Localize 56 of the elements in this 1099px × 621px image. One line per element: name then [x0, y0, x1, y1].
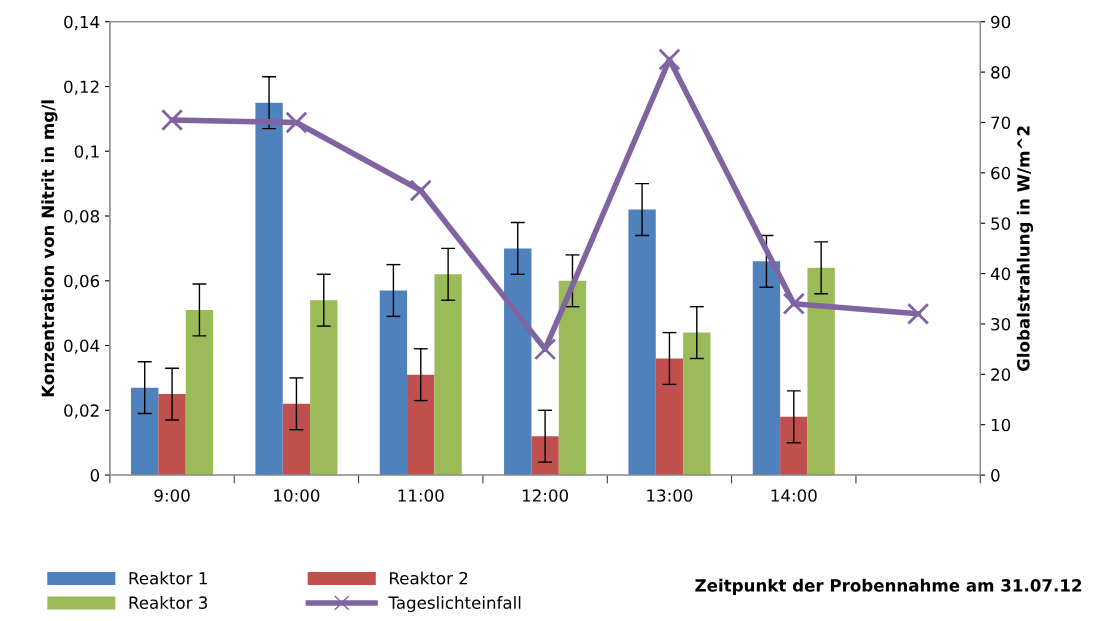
legend-label: Reaktor 2: [390, 571, 468, 585]
bar: [434, 274, 462, 476]
y-tick-label: 0,1: [74, 145, 99, 160]
y2-tick-label: 50: [991, 217, 1011, 230]
bar: [531, 436, 559, 476]
y2-tick-label: 60: [991, 166, 1011, 180]
y2-tick-label: 40: [990, 267, 1011, 281]
bar: [255, 102, 283, 476]
y2-tick-label: 10: [991, 418, 1011, 432]
y2-tick-label: 0: [991, 469, 1000, 482]
y2-tick-label: 70: [991, 116, 1011, 130]
bar: [131, 387, 159, 476]
bar: [282, 403, 311, 476]
y-tick-label: 0: [90, 469, 100, 482]
y2-tick-label: 30: [991, 317, 1011, 331]
bar: [807, 267, 835, 476]
point: [285, 111, 308, 134]
bar: [310, 300, 338, 476]
y-tick-label: 0,06: [64, 274, 100, 290]
point: [533, 338, 557, 361]
legend-label: Reaktor 1: [129, 571, 207, 585]
bar: [780, 416, 808, 476]
y2-tick-label: 90: [991, 15, 1011, 29]
x-axis-title: Zeitpunkt der Probennahme am 31.07.12: [695, 578, 1082, 595]
bar: [752, 261, 781, 476]
bar: [185, 309, 214, 476]
y2-tick-label: 20: [991, 368, 1011, 381]
bar: [379, 290, 408, 476]
bar: [407, 374, 435, 476]
point: [409, 179, 432, 202]
bar: [158, 394, 186, 476]
x-tick-label: 9:00: [154, 489, 190, 502]
y-tick-label: 0,04: [64, 339, 100, 354]
point: [160, 108, 184, 132]
bar: [504, 248, 532, 476]
bar: [655, 358, 684, 476]
x-tick-label: 13:00: [647, 489, 693, 502]
y-tick-label: 0,14: [64, 15, 100, 30]
y-tick-label: 0,12: [64, 80, 99, 95]
legend-label: Tageslichteinfall: [388, 596, 521, 613]
x-tick-label: 10:00: [274, 489, 320, 502]
y2-tick-label: 80: [991, 66, 1011, 79]
x-tick-label: 11:00: [398, 489, 444, 502]
point: [782, 292, 805, 315]
y2-axis-title: Globalstrahlung in W/m^2: [1016, 126, 1034, 372]
x-tick-label: 14:00: [771, 489, 817, 502]
bar: [683, 332, 711, 476]
y-tick-label: 0,08: [64, 209, 100, 225]
y-axis-title: Konzentration von Nitrit in mg/l: [41, 100, 58, 397]
point: [907, 302, 930, 325]
legend-label: Reaktor 3: [129, 596, 208, 609]
point: [658, 48, 681, 71]
bar: [558, 280, 587, 476]
y-tick-label: 0,02: [64, 404, 99, 419]
x-tick-label: 12:00: [522, 489, 569, 502]
bar: [628, 209, 656, 476]
